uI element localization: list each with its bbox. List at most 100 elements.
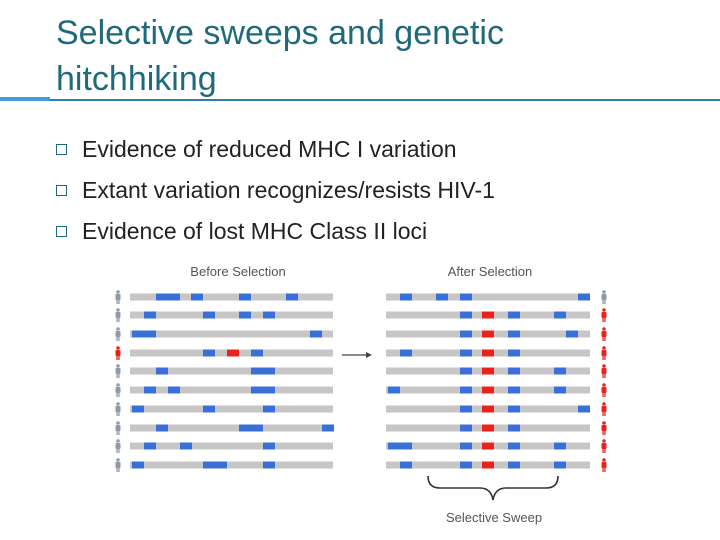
neutral-variant: [460, 311, 472, 319]
neutral-variant: [203, 405, 215, 413]
neutral-variant: [460, 405, 472, 413]
neutral-variant: [508, 442, 520, 450]
bullet-text: Evidence of lost MHC Class II loci: [82, 218, 428, 244]
neutral-variant: [578, 405, 590, 413]
bullet-item: Evidence of reduced MHC I variation: [56, 130, 495, 171]
neutral-variant: [508, 405, 520, 413]
neutral-variant: [460, 442, 472, 450]
neutral-variant: [460, 461, 472, 469]
person-icon: [601, 421, 607, 435]
person-icon: [601, 346, 607, 360]
selected-variant: [482, 349, 494, 357]
square-bullet-icon: [56, 226, 67, 237]
neutral-variant: [263, 311, 275, 319]
neutral-variant: [508, 367, 520, 375]
neutral-variant: [460, 424, 472, 432]
neutral-variant: [156, 293, 180, 301]
neutral-variant: [180, 442, 192, 450]
neutral-variant: [263, 405, 275, 413]
after-selection-label: After Selection: [448, 264, 533, 279]
square-bullet-icon: [56, 185, 67, 196]
neutral-variant: [144, 442, 156, 450]
neutral-variant: [508, 349, 520, 357]
selected-variant: [482, 461, 494, 469]
person-icon: [115, 364, 121, 378]
neutral-variant: [460, 330, 472, 338]
person-icon: [115, 458, 121, 472]
neutral-variant: [322, 424, 334, 432]
neutral-variant: [168, 386, 180, 394]
square-bullet-icon: [56, 144, 67, 155]
neutral-variant: [310, 330, 322, 338]
neutral-variant: [239, 311, 251, 319]
neutral-variant: [554, 461, 566, 469]
neutral-variant: [554, 386, 566, 394]
selective-sweep-label: Selective Sweep: [446, 510, 542, 525]
person-icon: [601, 290, 607, 304]
person-icon: [115, 402, 121, 416]
neutral-variant: [239, 424, 263, 432]
selected-variant: [482, 386, 494, 394]
person-icon: [601, 383, 607, 397]
neutral-variant: [203, 311, 215, 319]
person-icon: [115, 439, 121, 453]
person-icon: [115, 290, 121, 304]
bullet-text: Evidence of reduced MHC I variation: [82, 136, 457, 162]
neutral-variant: [132, 461, 144, 469]
selected-variant: [482, 424, 494, 432]
neutral-variant: [132, 405, 144, 413]
person-icon: [601, 327, 607, 341]
bullet-item: Extant variation recognizes/resists HIV-…: [56, 171, 495, 212]
neutral-variant: [508, 424, 520, 432]
curly-brace-icon: [427, 475, 559, 501]
neutral-variant: [144, 311, 156, 319]
title-accent-bar: [0, 97, 50, 101]
selected-variant: [482, 442, 494, 450]
neutral-variant: [554, 367, 566, 375]
bullet-list: Evidence of reduced MHC I variation Exta…: [56, 130, 495, 253]
neutral-variant: [251, 386, 275, 394]
selected-variant: [482, 330, 494, 338]
neutral-variant: [508, 330, 520, 338]
selected-variant: [482, 311, 494, 319]
chromosome-bar: [386, 293, 590, 301]
after-selection-panel: [386, 290, 607, 472]
neutral-variant: [286, 293, 298, 301]
neutral-variant: [554, 311, 566, 319]
chromosome-bar: [130, 330, 333, 338]
person-icon: [601, 364, 607, 378]
chromosome-bar: [130, 442, 333, 450]
neutral-variant: [436, 293, 448, 301]
title-underline: [50, 99, 720, 101]
person-icon: [115, 327, 121, 341]
person-icon: [115, 383, 121, 397]
neutral-variant: [191, 293, 203, 301]
neutral-variant: [132, 330, 156, 338]
chromosome-bar: [130, 311, 333, 319]
person-icon: [601, 402, 607, 416]
neutral-variant: [251, 367, 275, 375]
neutral-variant: [508, 386, 520, 394]
person-icon: [601, 439, 607, 453]
person-icon: [115, 346, 121, 360]
slide-title: Selective sweeps and genetic hitchhiking: [56, 14, 504, 98]
neutral-variant: [508, 311, 520, 319]
neutral-variant: [263, 461, 275, 469]
chromosome-bar: [130, 293, 333, 301]
chromosome-bar: [130, 367, 333, 375]
neutral-variant: [460, 367, 472, 375]
neutral-variant: [508, 461, 520, 469]
person-icon: [115, 421, 121, 435]
neutral-variant: [263, 442, 275, 450]
neutral-variant: [203, 461, 227, 469]
before-selection-panel: [115, 290, 334, 472]
bullet-text: Extant variation recognizes/resists HIV-…: [82, 177, 495, 203]
person-icon: [601, 308, 607, 322]
neutral-variant: [239, 293, 251, 301]
neutral-variant: [388, 442, 412, 450]
selected-variant: [482, 405, 494, 413]
arrow-icon: [342, 352, 372, 358]
neutral-variant: [400, 293, 412, 301]
neutral-variant: [251, 349, 263, 357]
